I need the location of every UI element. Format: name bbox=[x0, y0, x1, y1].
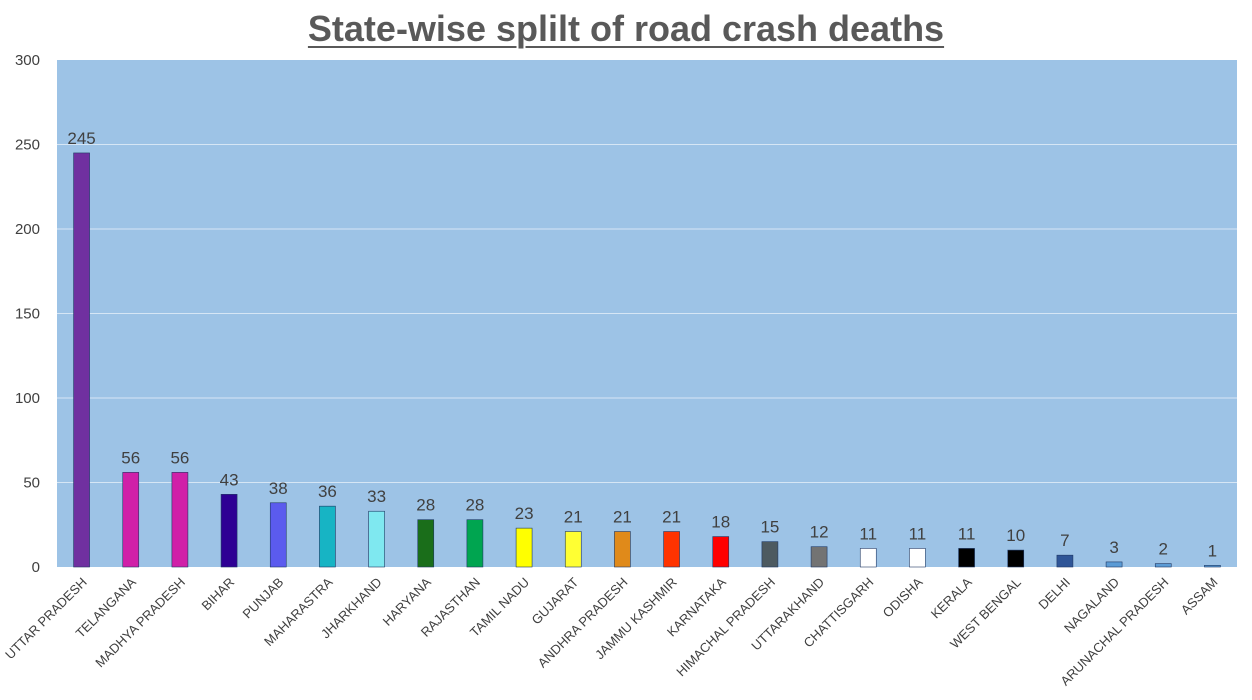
y-tick-label: 300 bbox=[15, 52, 40, 69]
data-label: 28 bbox=[416, 496, 435, 515]
data-label: 2 bbox=[1159, 540, 1168, 559]
category-label: DELHI bbox=[1035, 575, 1073, 613]
data-label: 1 bbox=[1208, 541, 1217, 560]
data-label: 245 bbox=[67, 129, 95, 148]
bar bbox=[1056, 554, 1074, 568]
data-label: 3 bbox=[1109, 538, 1118, 557]
bars bbox=[73, 152, 1221, 568]
bar bbox=[712, 536, 730, 568]
bar bbox=[1105, 561, 1123, 568]
bar bbox=[909, 548, 926, 568]
bar bbox=[466, 519, 484, 568]
data-label: 23 bbox=[515, 504, 534, 523]
data-label: 28 bbox=[465, 496, 484, 515]
data-label: 11 bbox=[958, 524, 976, 543]
data-label: 36 bbox=[318, 482, 337, 501]
category-label: JAMMU KASHMIR bbox=[592, 575, 680, 663]
data-label: 21 bbox=[662, 508, 681, 527]
category-label: ANDHRA PRADESH bbox=[535, 575, 631, 671]
category-label: BIHAR bbox=[199, 575, 238, 614]
gridlines bbox=[57, 144, 1237, 483]
bar bbox=[368, 510, 385, 568]
bar bbox=[859, 548, 877, 568]
category-label: MADHYA PRADESH bbox=[92, 575, 188, 671]
data-label: 56 bbox=[121, 448, 140, 467]
bar bbox=[220, 494, 238, 568]
bar bbox=[417, 519, 435, 568]
category-label: KERALA bbox=[928, 574, 975, 621]
bar bbox=[319, 505, 336, 568]
data-label: 21 bbox=[564, 508, 583, 527]
data-label: 38 bbox=[269, 479, 288, 498]
data-label: 56 bbox=[170, 448, 189, 467]
y-axis-ticks: 0 50 100 150 200 250 300 bbox=[15, 52, 40, 576]
bar bbox=[73, 152, 90, 568]
bar bbox=[1204, 565, 1221, 568]
bar bbox=[1154, 563, 1172, 568]
bar bbox=[663, 531, 680, 568]
data-label: 15 bbox=[760, 518, 779, 537]
category-label: ODISHA bbox=[880, 574, 926, 620]
bar bbox=[958, 548, 975, 568]
category-label: GUJARAT bbox=[529, 574, 582, 627]
bar bbox=[1007, 549, 1025, 568]
y-tick-label: 0 bbox=[32, 559, 40, 576]
bar bbox=[810, 546, 828, 568]
category-label: PUNJAB bbox=[239, 575, 286, 622]
data-label: 12 bbox=[810, 523, 829, 542]
data-label: 11 bbox=[859, 524, 877, 543]
bar bbox=[269, 502, 287, 568]
y-tick-label: 150 bbox=[15, 306, 40, 323]
data-label: 43 bbox=[220, 470, 239, 489]
data-label: 21 bbox=[613, 508, 632, 527]
bar bbox=[171, 472, 189, 568]
data-label: 7 bbox=[1060, 531, 1069, 550]
bar bbox=[564, 531, 582, 568]
y-tick-label: 200 bbox=[15, 221, 40, 238]
data-label: 11 bbox=[909, 524, 927, 543]
data-label: 18 bbox=[711, 513, 730, 532]
chart-title: State-wise splilt of road crash deaths bbox=[307, 8, 945, 49]
y-tick-label: 250 bbox=[15, 137, 40, 154]
y-tick-label: 100 bbox=[15, 390, 40, 407]
bar bbox=[515, 527, 533, 568]
bar bbox=[614, 531, 631, 568]
category-label: ASSAM bbox=[1178, 575, 1221, 618]
bar bbox=[761, 541, 779, 568]
data-label: 10 bbox=[1006, 526, 1025, 545]
category-label: HIMACHAL PRADESH bbox=[673, 575, 778, 680]
y-tick-label: 50 bbox=[23, 475, 40, 492]
category-label: UTTAR PRADESH bbox=[2, 575, 90, 663]
data-label: 33 bbox=[367, 487, 386, 506]
bar bbox=[122, 472, 140, 568]
